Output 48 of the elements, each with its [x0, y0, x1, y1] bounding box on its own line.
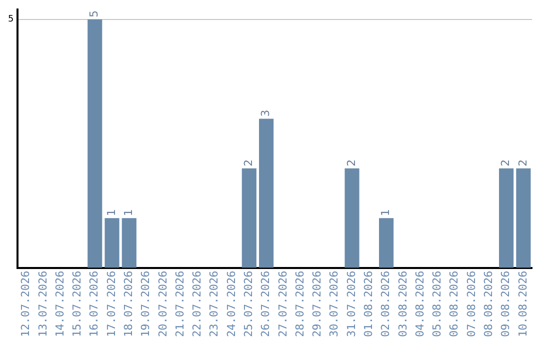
- bar: [122, 218, 136, 268]
- x-tick-label: 29.07.2026: [310, 270, 324, 338]
- x-tick-label: 04.08.2026: [413, 270, 426, 338]
- x-tick-label: 19.07.2026: [139, 270, 152, 338]
- data-label: 1: [122, 209, 136, 216]
- x-tick-label: 01.08.2026: [362, 270, 376, 338]
- bar: [88, 19, 102, 268]
- x-tick-label: 10.08.2026: [516, 270, 530, 338]
- bar: [104, 218, 120, 268]
- x-tick-label: 21.07.2026: [173, 270, 186, 338]
- x-tick-label: 17.07.2026: [104, 270, 118, 338]
- x-tick-label: 15.07.2026: [70, 270, 84, 338]
- x-tick-label: 03.08.2026: [396, 270, 410, 338]
- data-label: 3: [259, 110, 272, 117]
- data-label: 2: [499, 159, 512, 166]
- data-label: 1: [104, 209, 118, 216]
- bar: [499, 168, 514, 268]
- bar: [259, 118, 274, 268]
- bar: [516, 168, 531, 268]
- x-tick-label: 20.07.2026: [156, 270, 170, 338]
- x-tick-label: 12.07.2026: [19, 270, 32, 338]
- x-tick-label: 06.08.2026: [448, 270, 461, 338]
- data-label: 2: [344, 159, 358, 166]
- bar: [379, 218, 394, 268]
- x-tick-label: 09.08.2026: [499, 270, 512, 338]
- x-tick-label: 08.08.2026: [482, 270, 496, 338]
- bar: [242, 168, 256, 268]
- bar: [344, 168, 360, 268]
- x-tick-label: 18.07.2026: [122, 270, 136, 338]
- x-tick-label: 28.07.2026: [293, 270, 306, 338]
- x-tick-label: 16.07.2026: [88, 270, 101, 338]
- x-tick-label: 14.07.2026: [53, 270, 66, 338]
- data-label: 2: [516, 159, 530, 166]
- data-label: 5: [88, 10, 101, 18]
- x-tick-label: 02.08.2026: [379, 270, 392, 338]
- x-tick-label: 07.08.2026: [464, 270, 478, 338]
- x-tick-label: 26.07.2026: [259, 270, 272, 338]
- x-tick-label: 23.07.2026: [208, 270, 221, 338]
- x-tick-label: 22.07.2026: [190, 270, 204, 338]
- x-tick-label: 05.08.2026: [430, 270, 444, 338]
- x-tick-label: 13.07.2026: [36, 270, 50, 338]
- x-tick-label: 31.07.2026: [344, 270, 358, 338]
- data-label: 1: [379, 209, 392, 216]
- data-label: 2: [242, 159, 256, 166]
- x-tick-label: 27.07.2026: [276, 270, 290, 338]
- x-tick-label: 25.07.2026: [242, 270, 256, 338]
- x-tick-label: 30.07.2026: [328, 270, 341, 338]
- x-tick-label: 24.07.2026: [224, 270, 238, 338]
